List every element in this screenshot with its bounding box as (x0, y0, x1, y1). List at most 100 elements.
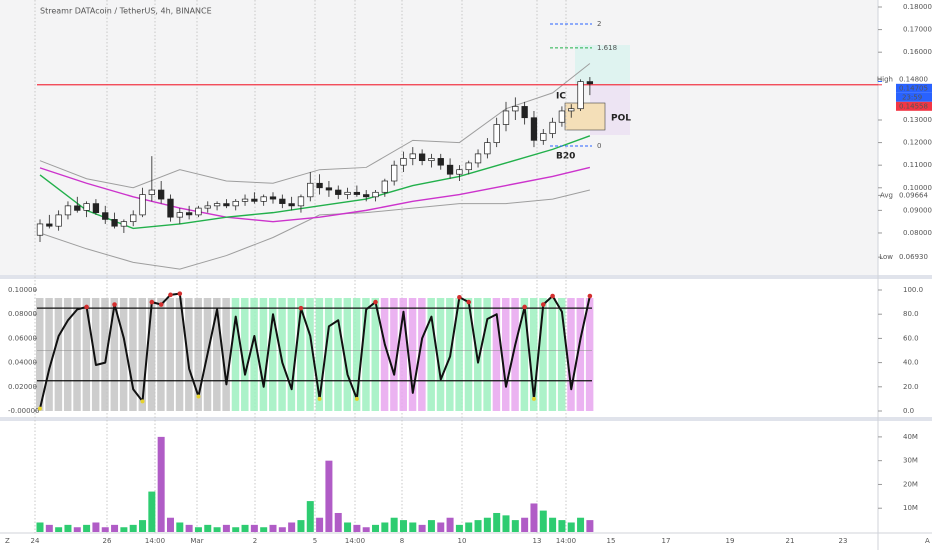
peak-dot (550, 293, 555, 299)
peak-dot (158, 302, 164, 307)
trough-dot (317, 396, 322, 401)
peak-dot (522, 304, 527, 310)
corner-label: Z (5, 537, 10, 545)
volume-bar (260, 527, 268, 532)
volume-bar (418, 524, 426, 532)
volume-bar (325, 460, 333, 532)
volume-bar (530, 503, 538, 532)
candle-body (437, 158, 444, 166)
zone-column (222, 298, 230, 411)
candle-body (297, 196, 305, 207)
entry-box (564, 102, 606, 131)
indicator-line (39, 135, 591, 230)
corner-label: A (925, 537, 930, 545)
candle-body (158, 189, 165, 200)
x-tick-label: 14:00 (556, 537, 576, 545)
volume-bar (36, 522, 44, 532)
volume-bar (120, 527, 128, 532)
trough-dot (140, 399, 145, 404)
candle-body (288, 203, 295, 207)
annotation: IC (556, 92, 566, 102)
volume-bar (493, 512, 501, 532)
candle-body (120, 221, 128, 227)
x-tick-label: 10 (458, 537, 467, 545)
oscillator-line (39, 292, 591, 409)
candle-body (353, 191, 361, 195)
zone-column (520, 298, 529, 411)
price-pane (0, 0, 878, 275)
candle-body (381, 180, 388, 193)
candle-body (316, 182, 323, 189)
volume-bar (474, 520, 482, 532)
candle-body (139, 194, 146, 216)
volume-bar (502, 515, 510, 532)
candle-body (521, 106, 528, 119)
peak-dot (540, 302, 546, 307)
volume-bar (399, 520, 407, 532)
y2-tick-label: 0.08000 (8, 310, 37, 318)
volume-bar (55, 527, 63, 532)
y-tick-label: 0.16000 (903, 48, 932, 56)
zone-column (492, 298, 501, 411)
volume-bar (316, 517, 324, 532)
volume-bar (45, 524, 53, 532)
trough-dot (196, 394, 201, 399)
zone-column (557, 298, 566, 411)
volume-bar (427, 520, 435, 532)
zone-column (166, 298, 174, 411)
indicator-line (39, 189, 590, 270)
peak-dot (457, 294, 462, 300)
candle-body (111, 219, 118, 227)
y-tick-label: 30M (903, 457, 918, 465)
y2-tick-label: 0.04000 (8, 359, 37, 367)
peak-dot (149, 299, 155, 305)
zone-column (45, 298, 53, 411)
zone-column (157, 298, 165, 411)
price-label-name: High (877, 75, 893, 83)
y-tick-label: 0.18000 (903, 3, 932, 11)
y-tick-label: 80.0 (903, 310, 919, 318)
zone-column (343, 298, 352, 411)
zone-column (315, 298, 324, 411)
zone-column (138, 298, 147, 411)
volume-bar (101, 527, 109, 532)
volume-bar (185, 524, 193, 532)
candle-body (474, 153, 482, 164)
zone-column (147, 298, 156, 411)
countdown: 23:59 (902, 93, 922, 101)
zone-column (306, 298, 314, 411)
volume-bar (129, 524, 137, 532)
zone-column (502, 298, 510, 411)
pane-separator (0, 417, 932, 421)
y-tick-label: 20M (903, 480, 918, 488)
y-tick-label: 10M (903, 504, 918, 512)
volume-bar (567, 522, 575, 532)
y2-tick-label: 0.10000 (8, 286, 37, 294)
candle-body (307, 182, 314, 198)
y-tick-label: 0.11000 (903, 161, 932, 169)
peak-dot (298, 305, 304, 311)
x-tick-label: 21 (786, 537, 795, 545)
candle-body (577, 81, 584, 110)
zone-column (82, 298, 91, 411)
candle-body (568, 108, 575, 112)
zone-column (185, 298, 193, 411)
candle-body (260, 196, 267, 202)
peak-dot (466, 299, 472, 305)
zone-column (511, 298, 519, 411)
volume-bar (194, 527, 202, 532)
candle-body (409, 153, 416, 159)
y-tick-label: 0.08000 (903, 229, 932, 237)
zone-column (101, 298, 109, 411)
y-tick-label: 0.12000 (903, 139, 932, 147)
volume-bar (232, 527, 240, 532)
volume-bar (250, 524, 258, 532)
zone-column (278, 298, 286, 411)
candle-body (130, 214, 137, 223)
volume-bar (334, 512, 342, 532)
candle-body (36, 223, 44, 236)
fib-label: 0 (597, 142, 601, 150)
zone-column (371, 298, 380, 411)
candle-body (232, 200, 239, 207)
volume-bar (148, 491, 156, 532)
